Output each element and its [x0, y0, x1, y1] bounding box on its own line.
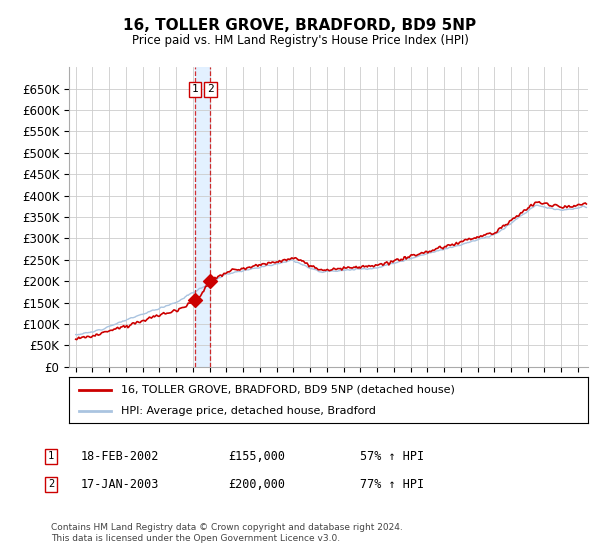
Text: 18-FEB-2002: 18-FEB-2002: [81, 450, 160, 463]
Text: 17-JAN-2003: 17-JAN-2003: [81, 478, 160, 491]
Text: Contains HM Land Registry data © Crown copyright and database right 2024.
This d: Contains HM Land Registry data © Crown c…: [51, 524, 403, 543]
Text: 57% ↑ HPI: 57% ↑ HPI: [360, 450, 424, 463]
Text: 16, TOLLER GROVE, BRADFORD, BD9 5NP (detached house): 16, TOLLER GROVE, BRADFORD, BD9 5NP (det…: [121, 385, 455, 395]
Text: 2: 2: [207, 85, 214, 95]
Text: £200,000: £200,000: [228, 478, 285, 491]
Text: 77% ↑ HPI: 77% ↑ HPI: [360, 478, 424, 491]
Text: 2: 2: [48, 479, 54, 489]
Text: £155,000: £155,000: [228, 450, 285, 463]
Text: 16, TOLLER GROVE, BRADFORD, BD9 5NP: 16, TOLLER GROVE, BRADFORD, BD9 5NP: [124, 18, 476, 32]
Text: 1: 1: [48, 451, 54, 461]
Text: Price paid vs. HM Land Registry's House Price Index (HPI): Price paid vs. HM Land Registry's House …: [131, 34, 469, 47]
Text: 1: 1: [191, 85, 199, 95]
Text: HPI: Average price, detached house, Bradford: HPI: Average price, detached house, Brad…: [121, 406, 376, 416]
Point: [206, 277, 215, 286]
Point: [190, 296, 200, 305]
Bar: [195, 67, 211, 367]
